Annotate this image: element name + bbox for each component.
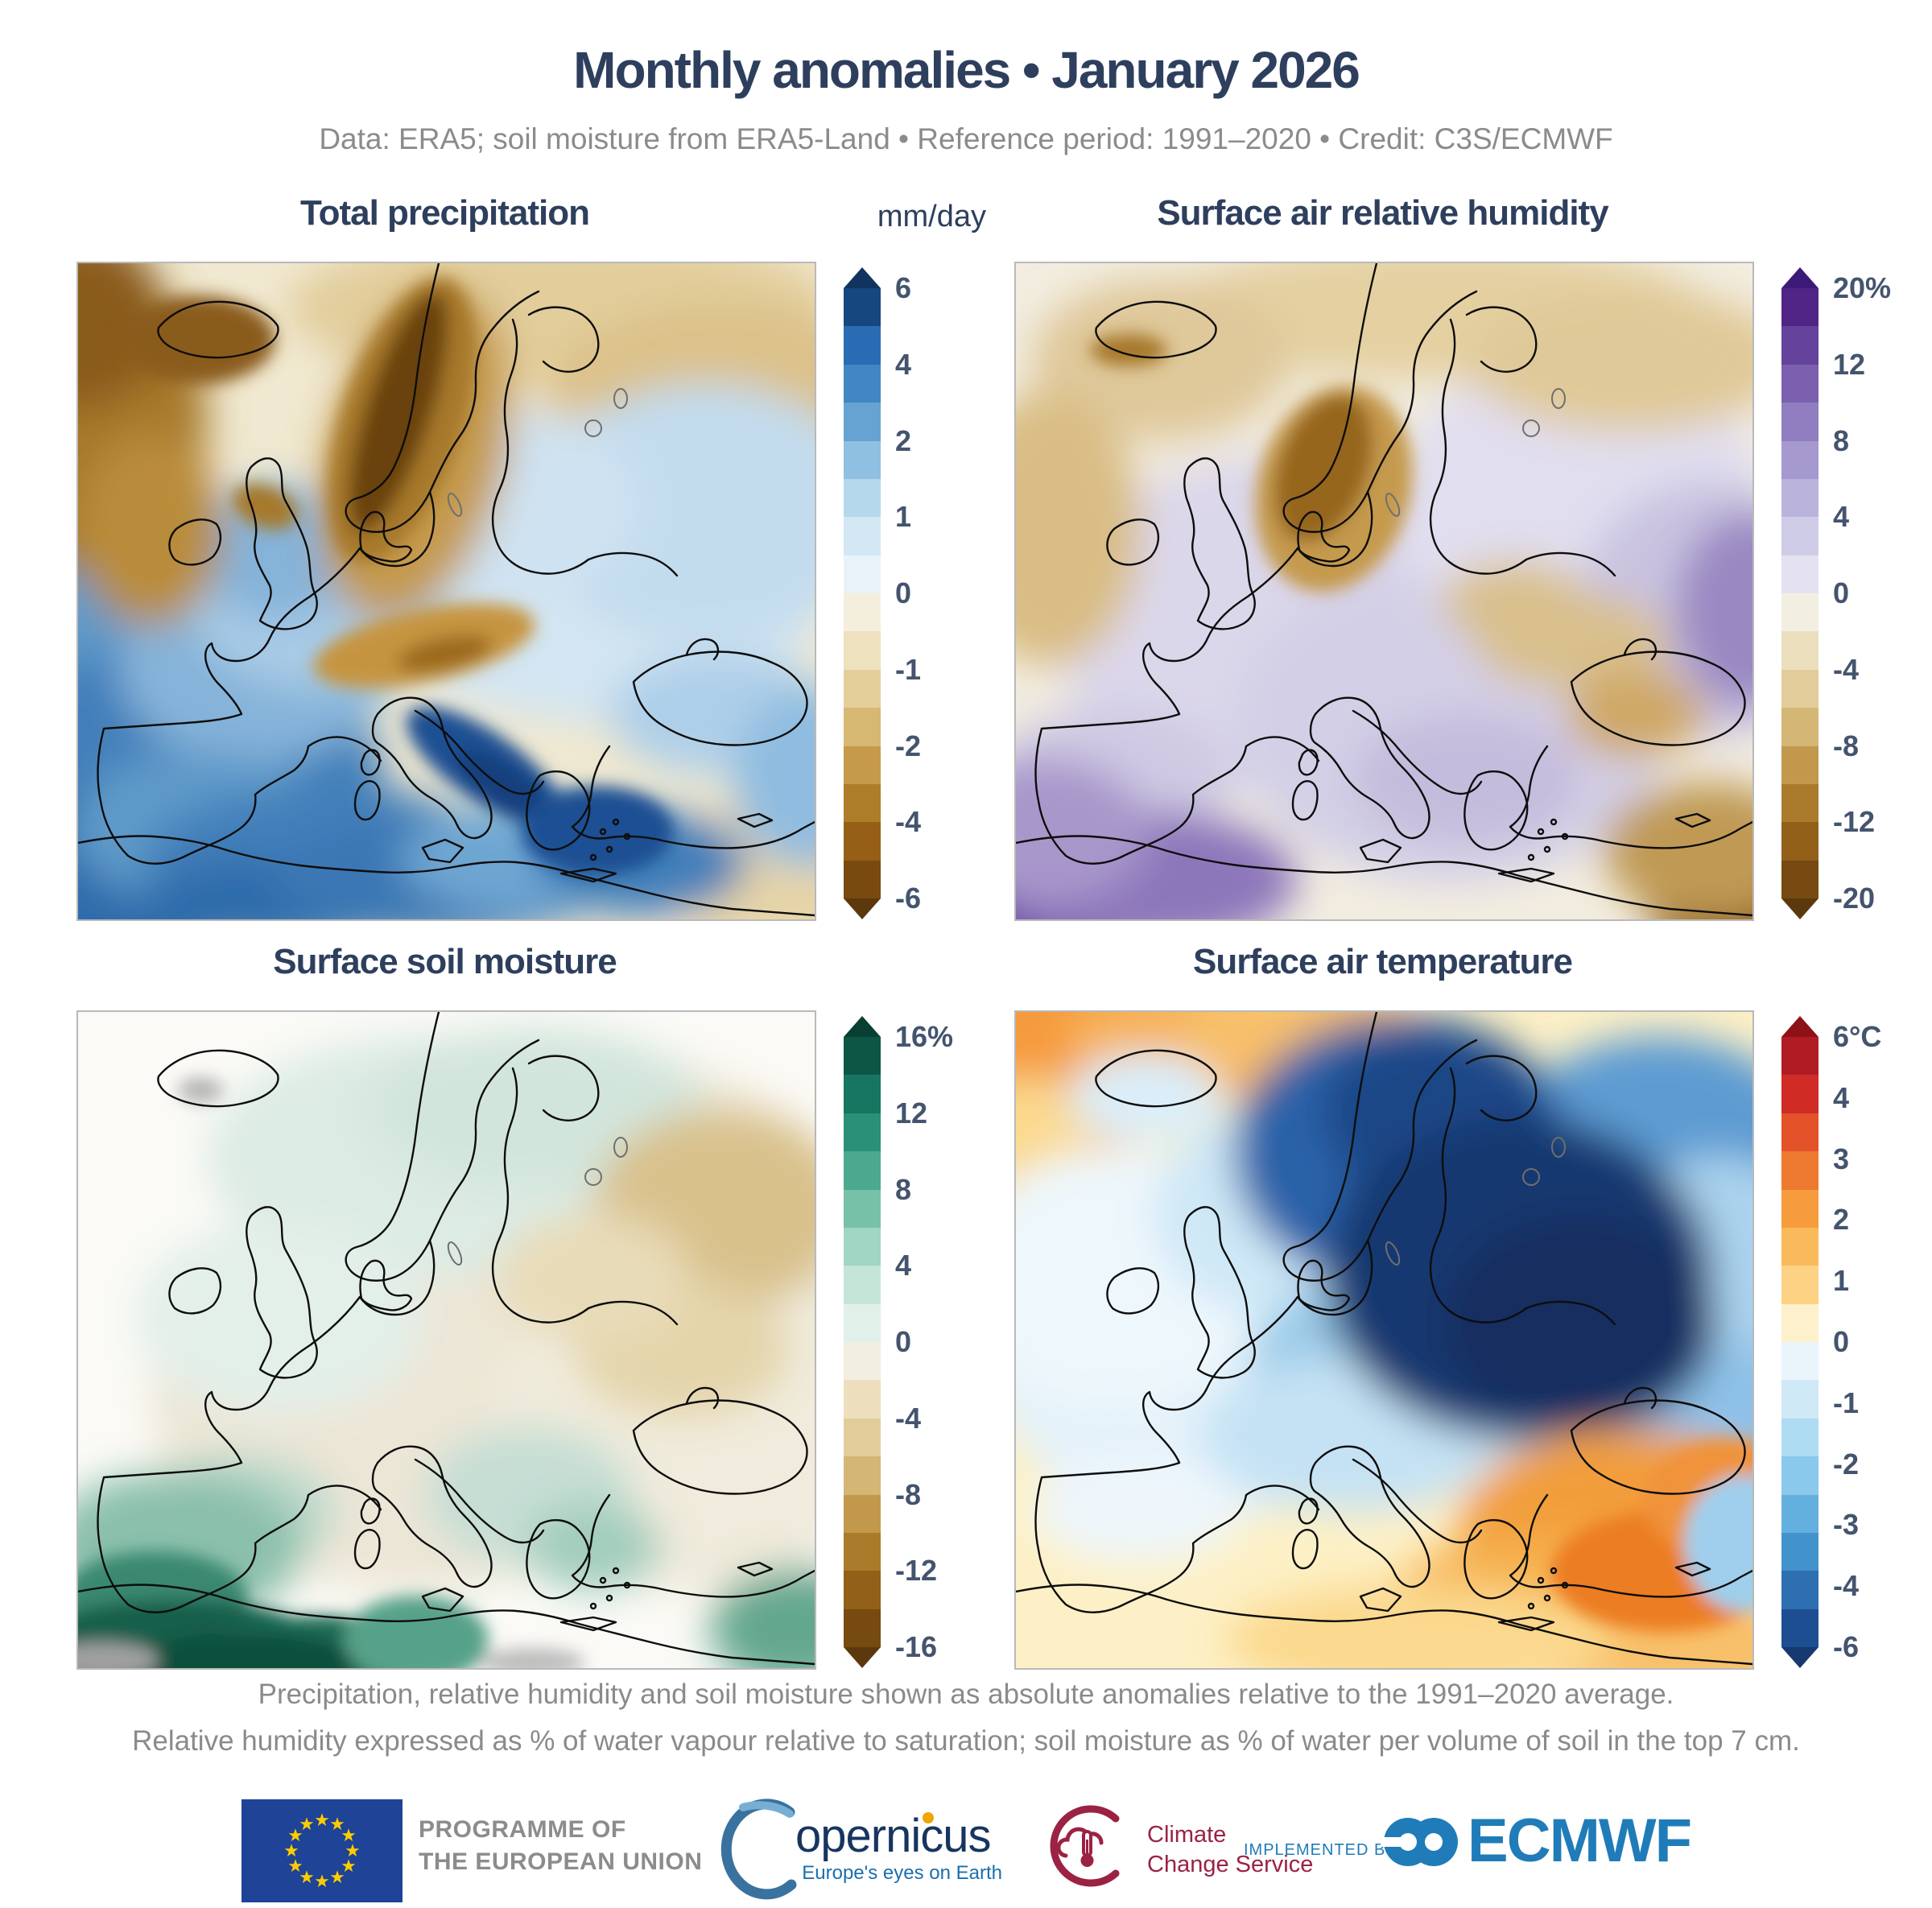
panel-title: Surface air temperature: [1193, 942, 1573, 981]
colorbar-tick-label: -2: [1833, 1447, 1860, 1481]
map-air-temperature: [1014, 1010, 1754, 1670]
colorbar-temperature: [1781, 1016, 1818, 1668]
panel-total-precipitation: Total precipitation mm/day: [76, 193, 1002, 922]
colorbar-tick-label: 0: [1833, 576, 1850, 609]
colorbar-cap-top: [844, 1016, 881, 1037]
map-total-precipitation: [76, 262, 816, 921]
colorbar-humidity: [1781, 267, 1818, 919]
colorbar-tick-labels: 20% 12 8 4 0 -4 -8 -12 -20: [1833, 271, 1930, 915]
colorbar-tick-label: 4: [895, 347, 912, 381]
panel-soil-moisture: Surface soil moisture: [76, 942, 1002, 1671]
colorbar-tick-label: -12: [895, 1554, 938, 1588]
colorbar-tick-label: -4: [1833, 652, 1860, 686]
copernicus-tagline: Europe's eyes on Earth: [802, 1862, 1002, 1884]
logo-bar: PROGRAMME OF THE EUROPEAN UNION opernicu…: [0, 1791, 1932, 1908]
colorbar-tick-label: 8: [895, 1172, 912, 1206]
colorbar-tick-label: 6: [895, 271, 912, 304]
eu-stars: [284, 1813, 360, 1888]
colorbar-tick-label: 1: [1833, 1264, 1850, 1298]
colorbar-cap-top: [1781, 1016, 1818, 1037]
ccs-label-line2: Change Service: [1147, 1852, 1314, 1877]
colorbar-cap-top: [844, 267, 881, 288]
climate-change-service-icon: [1050, 1805, 1120, 1887]
colorbar-tick-label: 0: [895, 576, 912, 609]
colorbar-tick-label: -1: [895, 652, 922, 686]
footer-note-line1: Precipitation, relative humidity and soi…: [258, 1679, 1674, 1710]
panel-relative-humidity: Surface air relative humidity: [1014, 193, 1932, 922]
colorbar-tick-labels: 6 4 2 1 0 -1 -2 -4 -6: [895, 271, 992, 915]
colorbar-unit-label: mm/day: [877, 200, 986, 233]
colorbar-tick-labels: 6°C 4 3 2 1 0 -1 -2 -3 -4 -6: [1833, 1020, 1930, 1663]
ecmwf-wordmark: ECMWF: [1468, 1807, 1692, 1875]
colorbar-tick-label: -6: [1833, 1630, 1860, 1663]
eu-flag-icon: [242, 1799, 402, 1902]
colorbar-tick-label: 16%: [895, 1020, 954, 1053]
panel-air-temperature: Surface air temperature: [1014, 942, 1932, 1671]
colorbar-cap-bottom: [844, 898, 881, 919]
colorbar-tick-label: 12: [895, 1096, 928, 1130]
colorbar-soil-moisture: [844, 1016, 881, 1668]
colorbar-tick-label: 4: [1833, 500, 1850, 534]
colorbar-tick-label: -16: [895, 1630, 938, 1663]
eu-programme-text: PROGRAMME OF THE EUROPEAN UNION: [419, 1814, 702, 1878]
colorbar-tick-label: 12: [1833, 347, 1866, 381]
eu-programme-line2: THE EUROPEAN UNION: [419, 1848, 703, 1875]
ccs-label-line1: Climate: [1147, 1822, 1227, 1848]
colorbar-tick-label: -4: [895, 1401, 922, 1435]
panel-title: Surface soil moisture: [273, 942, 617, 981]
colorbar-segments: [844, 1037, 881, 1647]
colorbar-cap-top: [1781, 267, 1818, 288]
colorbar-tick-label: -20: [1833, 882, 1876, 915]
colorbar-tick-label: 6°C: [1833, 1020, 1882, 1053]
map-soil-moisture: [76, 1010, 816, 1670]
colorbar-tick-label: -1: [1833, 1386, 1860, 1419]
ecmwf-icon: [1381, 1811, 1458, 1873]
map-relative-humidity: [1014, 262, 1754, 921]
colorbar-tick-label: -2: [895, 729, 922, 762]
panel-title: Total precipitation: [299, 193, 590, 233]
colorbar-tick-label: -4: [895, 805, 922, 839]
colorbar-tick-label: 2: [895, 423, 912, 457]
colorbar-precipitation: [844, 267, 881, 919]
eu-programme-line1: PROGRAMME OF: [419, 1816, 626, 1843]
colorbar-segments: [1781, 1037, 1818, 1647]
colorbar-cap-bottom: [1781, 898, 1818, 919]
colorbar-tick-label: 2: [1833, 1203, 1850, 1237]
colorbar-cap-bottom: [844, 1647, 881, 1668]
page-subtitle: Data: ERA5; soil moisture from ERA5-Land…: [319, 122, 1613, 155]
colorbar-segments: [1781, 288, 1818, 898]
copernicus-dot-icon: [923, 1812, 934, 1823]
colorbar-tick-labels: 16% 12 8 4 0 -4 -8 -12 -16: [895, 1020, 992, 1663]
colorbar-tick-label: 8: [1833, 423, 1850, 457]
colorbar-tick-label: 4: [895, 1249, 912, 1282]
colorbar-tick-label: 0: [1833, 1325, 1850, 1358]
copernicus-wordmark: opernicus: [795, 1810, 991, 1862]
colorbar-tick-label: 0: [895, 1325, 912, 1358]
colorbar-tick-label: -3: [1833, 1508, 1860, 1542]
footer-note-line2: Relative humidity expressed as % of wate…: [132, 1725, 1800, 1757]
colorbar-tick-label: 4: [1833, 1080, 1850, 1114]
climate-change-service-label: Climate Change Service: [1147, 1820, 1313, 1880]
copernicus-swoosh-icon: [720, 1799, 797, 1900]
colorbar-segments: [844, 288, 881, 898]
colorbar-cap-bottom: [1781, 1647, 1818, 1668]
colorbar-tick-label: -6: [895, 882, 922, 915]
colorbar-tick-label: -4: [1833, 1569, 1860, 1603]
colorbar-tick-label: 3: [1833, 1142, 1850, 1175]
colorbar-tick-label: -8: [895, 1477, 922, 1511]
colorbar-tick-label: -12: [1833, 805, 1876, 839]
colorbar-tick-label: 1: [895, 500, 912, 534]
page-title: Monthly anomalies • January 2026: [573, 41, 1360, 99]
panel-title: Surface air relative humidity: [1157, 193, 1608, 233]
colorbar-tick-label: 20%: [1833, 271, 1892, 304]
colorbar-tick-label: -8: [1833, 729, 1860, 762]
implemented-by-label: IMPLEMENTED BY: [1244, 1841, 1397, 1859]
